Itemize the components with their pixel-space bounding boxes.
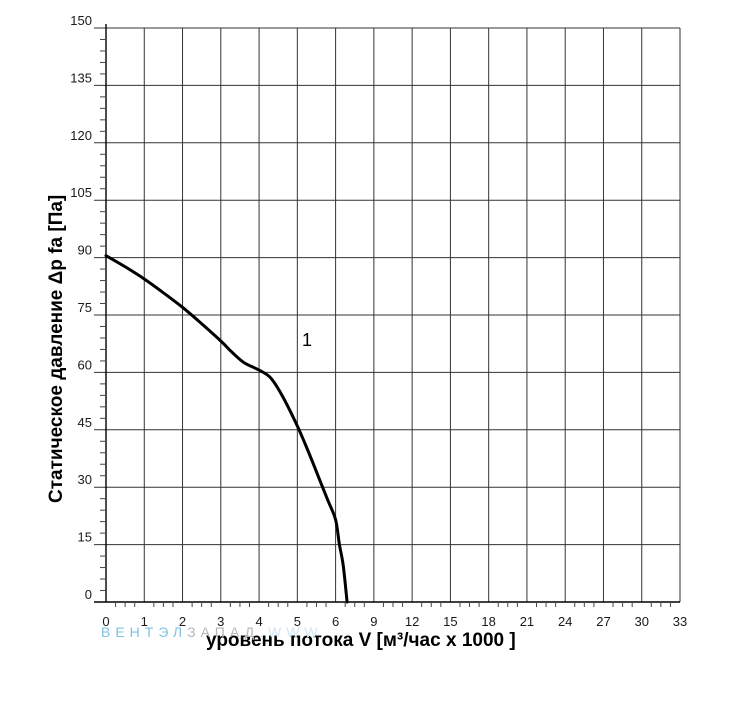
x-tick-label: 4 xyxy=(255,614,262,629)
x-tick-label: 15 xyxy=(443,614,457,629)
x-tick-label: 21 xyxy=(520,614,534,629)
grid xyxy=(94,24,681,603)
x-tick-label: 9 xyxy=(370,614,377,629)
x-tick-labels: 0 1 2 3 4 5 6 9 12 15 18 21 24 27 30 33 xyxy=(102,614,687,629)
y-tick-labels: 0 15 30 45 60 75 90 105 120 135 150 xyxy=(70,13,92,602)
y-tick-label: 90 xyxy=(78,243,92,258)
x-tick-label: 6 xyxy=(332,614,339,629)
x-tick-label: 12 xyxy=(405,614,419,629)
x-tick-label: 33 xyxy=(673,614,687,629)
x-tick-label: 30 xyxy=(634,614,648,629)
y-tick-label: 120 xyxy=(70,128,92,143)
x-tick-label: 5 xyxy=(294,614,301,629)
y-tick-label: 105 xyxy=(70,185,92,200)
x-tick-label: 1 xyxy=(141,614,148,629)
y-axis-title: Статическое давление Δp fa [Па] xyxy=(46,195,67,503)
minor-ticks xyxy=(100,38,671,607)
x-tick-label: 24 xyxy=(558,614,572,629)
series xyxy=(104,254,349,604)
y-tick-label: 30 xyxy=(78,472,92,487)
y-tick-label: 135 xyxy=(70,70,92,85)
series-label-1: 1 xyxy=(302,330,312,350)
x-tick-label: 18 xyxy=(481,614,495,629)
x-axis-title: уровень потока V [м³/час x 1000 ] xyxy=(206,630,516,651)
y-tick-label: 15 xyxy=(78,530,92,545)
x-tick-label: 0 xyxy=(102,614,109,629)
x-tick-label: 2 xyxy=(179,614,186,629)
x-tick-label: 27 xyxy=(596,614,610,629)
x-tick-label: 3 xyxy=(217,614,224,629)
y-tick-label: 75 xyxy=(78,300,92,315)
y-tick-label: 150 xyxy=(70,13,92,28)
y-tick-label: 0 xyxy=(85,587,92,602)
series-line-1 xyxy=(104,254,349,604)
y-tick-label: 45 xyxy=(78,415,92,430)
y-tick-label: 60 xyxy=(78,357,92,372)
